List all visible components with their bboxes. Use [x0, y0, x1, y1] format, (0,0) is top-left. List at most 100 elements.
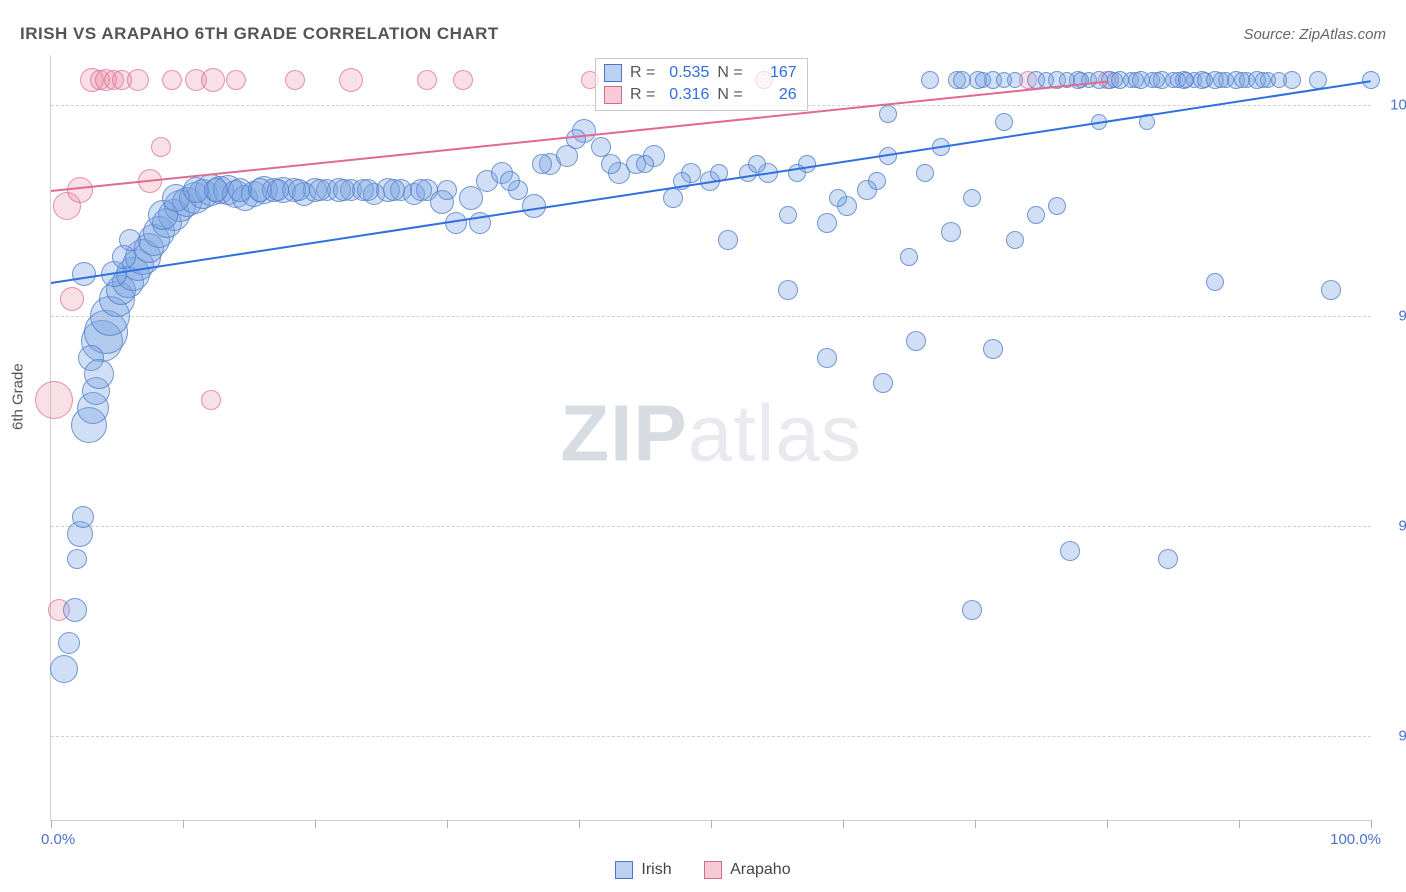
chart-legend: Irish Arapaho: [0, 861, 1406, 884]
irish-point: [879, 105, 897, 123]
irish-point: [1006, 231, 1024, 249]
irish-point: [1128, 72, 1144, 88]
arapaho-swatch-icon: [704, 861, 722, 879]
legend-item-irish: Irish: [615, 861, 671, 879]
irish-point: [953, 71, 971, 89]
irish-point: [779, 206, 797, 224]
irish-point: [333, 179, 355, 201]
irish-point: [84, 359, 114, 389]
gridline: [51, 736, 1371, 737]
arapaho-point: [162, 70, 182, 90]
irish-point: [204, 178, 228, 202]
irish-point: [962, 600, 982, 620]
x-tick: [711, 820, 712, 828]
irish-point: [601, 154, 621, 174]
irish-point: [309, 179, 331, 201]
irish-point: [906, 331, 926, 351]
watermark: ZIPatlas: [560, 387, 861, 479]
arapaho-point: [417, 70, 437, 90]
x-tick: [51, 820, 52, 828]
irish-point: [1048, 197, 1066, 215]
irish-point: [900, 248, 918, 266]
arapaho-point: [285, 70, 305, 90]
x-tick: [183, 820, 184, 828]
irish-point: [748, 155, 766, 173]
irish-point: [829, 189, 847, 207]
x-label-min: 0.0%: [41, 831, 75, 848]
y-tick-label: 92.5%: [1381, 727, 1406, 744]
arapaho-point: [226, 70, 246, 90]
irish-point: [1149, 72, 1165, 88]
arapaho-point: [127, 69, 149, 91]
arapaho-point: [60, 287, 84, 311]
arapaho-trendline: [51, 80, 1107, 191]
x-tick: [1107, 820, 1108, 828]
irish-point: [921, 71, 939, 89]
irish-point: [1178, 72, 1194, 88]
irish-point: [996, 72, 1012, 88]
irish-swatch-icon: [604, 64, 622, 82]
y-axis-title: 6th Grade: [10, 363, 27, 430]
irish-point: [383, 179, 405, 201]
chart-title: IRISH VS ARAPAHO 6TH GRADE CORRELATION C…: [20, 24, 499, 44]
irish-point: [1255, 72, 1271, 88]
arapaho-point: [201, 390, 221, 410]
irish-point: [868, 172, 886, 190]
irish-point: [983, 339, 1003, 359]
irish-point: [1321, 280, 1341, 300]
irish-point: [817, 348, 837, 368]
irish-point: [963, 189, 981, 207]
legend-item-arapaho: Arapaho: [704, 861, 791, 879]
irish-point: [1107, 72, 1123, 88]
irish-point: [67, 549, 87, 569]
irish-point: [532, 154, 552, 174]
irish-point: [1027, 206, 1045, 224]
x-tick: [1239, 820, 1240, 828]
irish-point: [63, 598, 87, 622]
arapaho-point: [453, 70, 473, 90]
irish-point: [50, 655, 78, 683]
irish-point: [1206, 273, 1224, 291]
x-tick: [843, 820, 844, 828]
x-tick: [447, 820, 448, 828]
irish-point: [941, 222, 961, 242]
irish-point: [357, 179, 379, 201]
irish-point: [975, 72, 991, 88]
y-tick-label: 97.5%: [1381, 307, 1406, 324]
irish-point: [873, 373, 893, 393]
irish-point: [636, 155, 654, 173]
x-tick: [975, 820, 976, 828]
arapaho-point: [201, 68, 225, 92]
gridline: [51, 526, 1371, 527]
irish-point: [410, 179, 432, 201]
irish-point: [566, 129, 586, 149]
scatter-plot-area: ZIPatlas 92.5%95.0%97.5%100.0%0.0%100.0%: [50, 55, 1371, 821]
arapaho-point: [35, 381, 73, 419]
stats-row-irish: R = 0.535 N = 167: [604, 62, 797, 84]
correlation-stats-box: R = 0.535 N = 167 R = 0.316 N = 26: [595, 58, 808, 111]
irish-point: [437, 180, 457, 200]
irish-point: [119, 229, 141, 251]
irish-point: [72, 506, 94, 528]
irish-point: [267, 179, 289, 201]
irish-point: [1271, 72, 1287, 88]
irish-point: [1060, 541, 1080, 561]
y-tick-label: 100.0%: [1381, 97, 1406, 114]
irish-point: [663, 188, 683, 208]
irish-point: [58, 632, 80, 654]
irish-swatch-icon: [615, 861, 633, 879]
stats-row-arapaho: R = 0.316 N = 26: [604, 84, 797, 106]
irish-point: [1213, 72, 1229, 88]
irish-point: [778, 280, 798, 300]
x-label-max: 100.0%: [1330, 831, 1381, 848]
irish-point: [1158, 549, 1178, 569]
y-tick-label: 95.0%: [1381, 517, 1406, 534]
arapaho-swatch-icon: [604, 86, 622, 104]
irish-point: [288, 179, 310, 201]
irish-point: [1234, 72, 1250, 88]
x-tick: [579, 820, 580, 828]
arapaho-point: [339, 68, 363, 92]
irish-point: [995, 113, 1013, 131]
source-attribution: Source: ZipAtlas.com: [1243, 26, 1386, 43]
irish-point: [916, 164, 934, 182]
